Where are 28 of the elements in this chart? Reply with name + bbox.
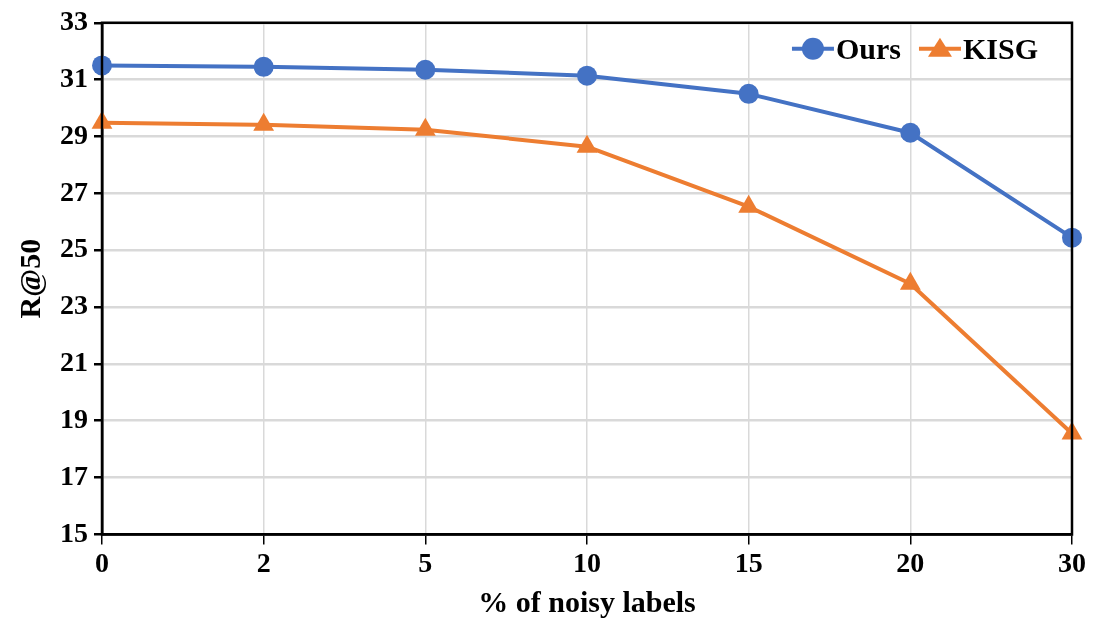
x-tick-label: 20 (896, 547, 925, 579)
y-tick-label: 17 (60, 459, 88, 491)
x-tick-label: 15 (734, 547, 763, 579)
point (253, 56, 274, 77)
point (738, 194, 760, 213)
point (415, 59, 436, 80)
point (577, 65, 597, 86)
legend-label: Ours (835, 31, 901, 65)
x-tick-label: 0 (95, 547, 109, 579)
y-tick-label: 15 (60, 516, 88, 548)
point (738, 83, 759, 104)
y-tick-label: 25 (60, 232, 88, 264)
y-tick-label: 21 (60, 346, 88, 378)
x-tick-label: 2 (256, 547, 271, 579)
y-axis-title: R@50 (12, 238, 46, 319)
point (900, 122, 921, 143)
x-tick-label: 30 (1058, 547, 1086, 579)
y-tick-label: 23 (60, 289, 88, 321)
y-tick-label: 31 (60, 61, 88, 93)
y-tick-label: 27 (60, 175, 88, 207)
y-tick-label: 33 (60, 5, 88, 37)
y-tick-label: 29 (60, 118, 88, 150)
x-tick-label: 10 (573, 547, 601, 579)
legend-label: KISG (962, 31, 1038, 65)
x-tick-label: 5 (418, 547, 433, 579)
point (899, 271, 921, 290)
x-axis-title: % of noisy labels (478, 584, 696, 618)
y-tick-label: 19 (60, 402, 88, 434)
